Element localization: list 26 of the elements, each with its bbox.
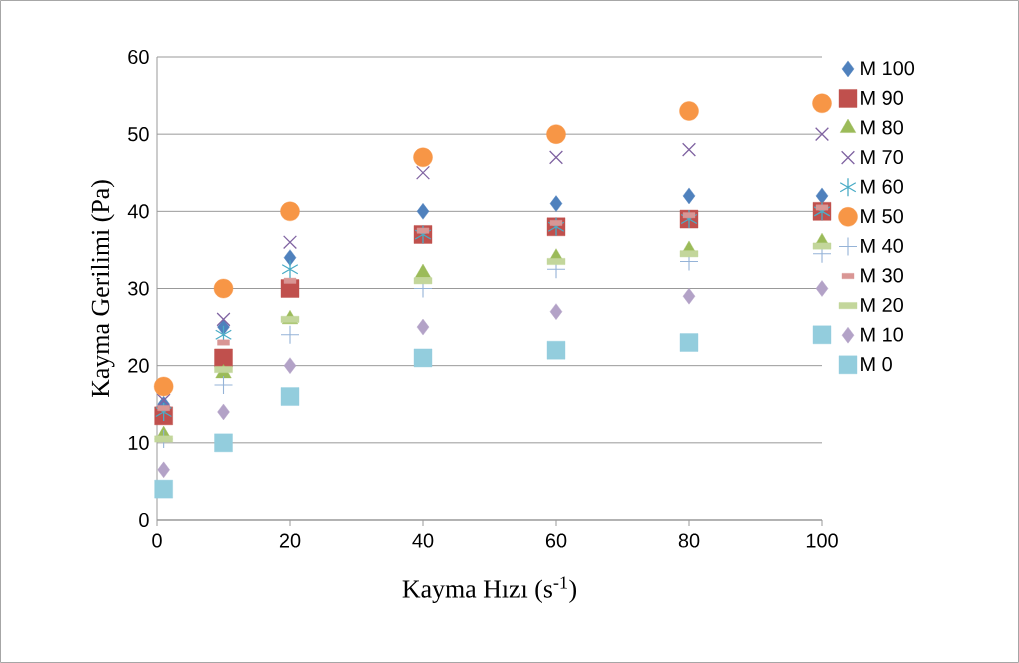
x-tick-label: 20	[279, 533, 301, 548]
legend-label: M 90	[861, 90, 903, 105]
x-tick-label: 60	[545, 533, 567, 548]
legend-label: M 50	[861, 209, 903, 224]
x-tick-label: 0	[152, 533, 162, 548]
legend-label: M 10	[861, 327, 903, 342]
y-tick-label: 20	[128, 358, 149, 373]
legend-label: M 70	[861, 149, 903, 165]
legend-label: M 20	[861, 297, 903, 313]
y-tick-label: 30	[128, 281, 149, 296]
x-axis-title: Kayma Hızı (s$^{-1}$)	[402, 576, 576, 604]
legend-label: M 60	[861, 179, 903, 194]
x-tick-label: 100	[806, 533, 838, 548]
legend-label: M 100	[861, 61, 915, 76]
y-tick-label: 40	[127, 204, 149, 219]
x-tick-label: 80	[678, 533, 700, 548]
y-tick-label: 0	[139, 512, 149, 528]
legend-label: M 80	[861, 120, 903, 135]
y-tick-label: 10	[128, 435, 149, 450]
x-tick-label: 40	[412, 533, 434, 548]
legend-label: M 30	[861, 268, 903, 283]
y-axis-title: Kayma Gerilimi (Pa)	[90, 180, 115, 398]
legend-label: M 0	[861, 357, 892, 372]
legend-label: M 40	[861, 238, 903, 253]
y-tick-label: 60	[128, 49, 149, 65]
y-tick-label: 50	[128, 127, 149, 142]
